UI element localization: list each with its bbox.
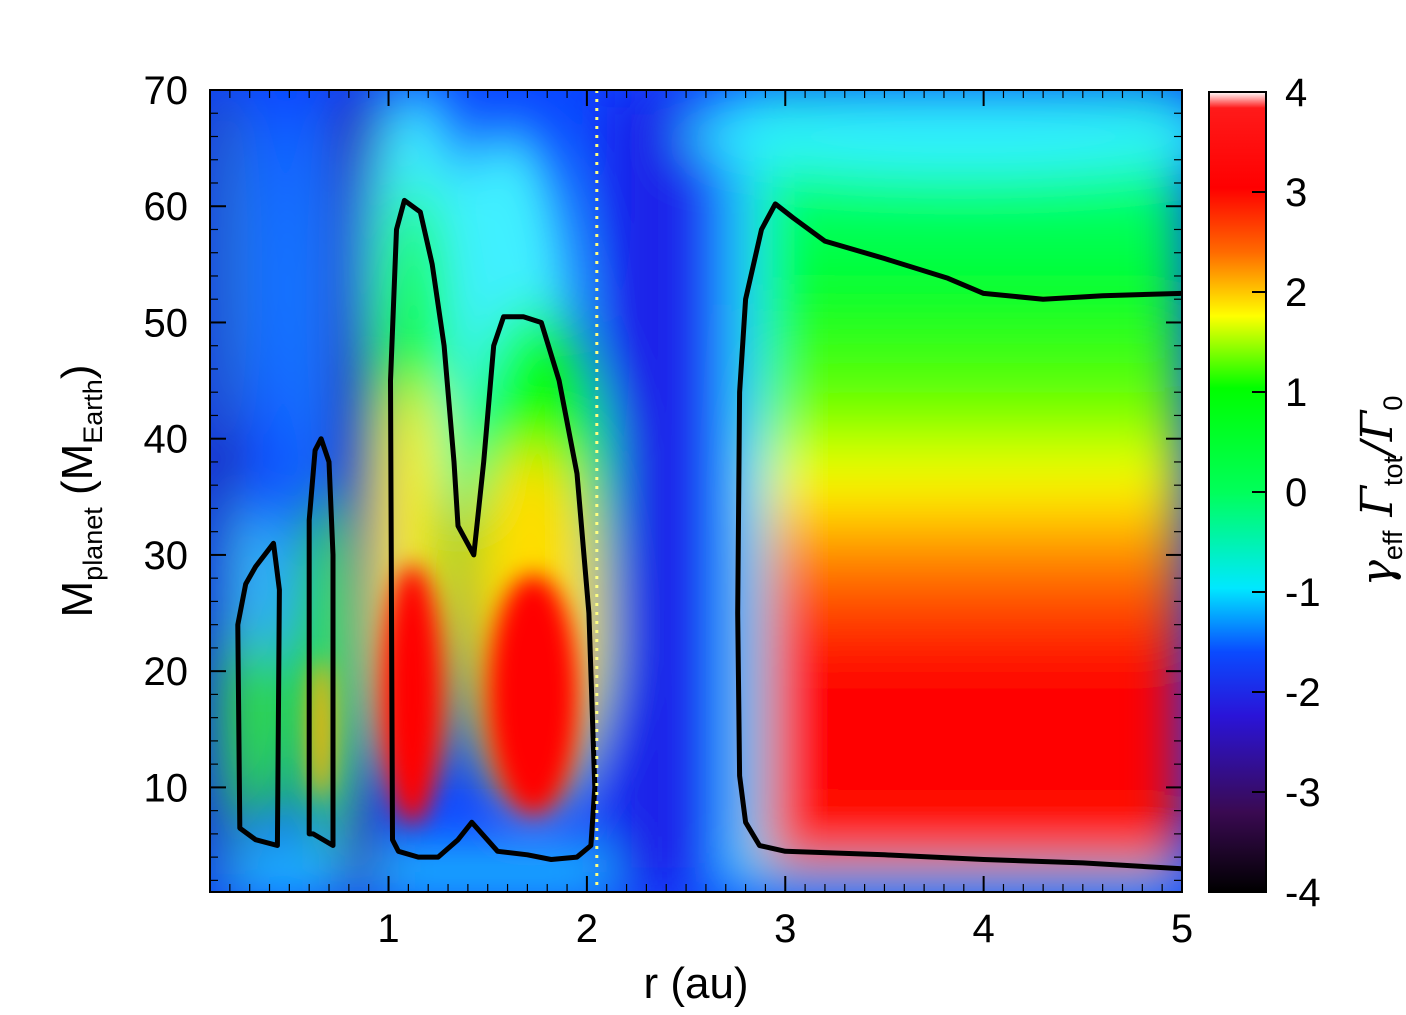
y-axis-title: Mplanet (MEarth) — [53, 365, 108, 618]
heat-outer-region — [749, 90, 1182, 869]
heatmap-field — [210, 90, 1182, 892]
heat-pocket-4-core — [488, 574, 579, 815]
zero-contour-outer — [735, 201, 1182, 872]
heat-left-purple — [217, 90, 230, 892]
y-tick-label: 30 — [144, 534, 189, 578]
colorbar-tick-label: 2 — [1285, 271, 1307, 315]
colorbar-tick-label: -3 — [1285, 771, 1321, 815]
y-tick-label: 40 — [144, 418, 189, 462]
heat-pocket-2-core — [309, 659, 334, 800]
zero-contours — [235, 197, 1182, 872]
heat-pocket-1-top — [239, 498, 280, 659]
colorbar-tick-label: -1 — [1285, 571, 1321, 615]
colorbar-tick-label: 1 — [1285, 371, 1307, 415]
heat-streak-1 — [229, 94, 254, 435]
y-axis: 10 20 30 40 50 60 70 — [144, 69, 1182, 810]
x-tick-label: 5 — [1171, 907, 1193, 951]
x-tick-label: 2 — [576, 907, 598, 951]
x-tick-label: 3 — [774, 907, 796, 951]
zero-contour-3 — [388, 197, 598, 862]
y-tick-label: 70 — [144, 69, 189, 113]
colorbar-tick-label: -2 — [1285, 671, 1321, 715]
heatmap-cores — [309, 564, 579, 825]
heat-outer-edge — [729, 90, 766, 869]
y-tick-label: 20 — [144, 650, 189, 694]
x-axis: 1 2 3 4 5 — [377, 90, 1193, 951]
x-tick-label: 4 — [973, 907, 995, 951]
heat-streak-2 — [287, 99, 312, 500]
colorbar-title: γeff Γtot/Γ0 — [1352, 396, 1406, 587]
zero-contour-1 — [235, 540, 282, 848]
x-tick-label: 1 — [377, 907, 399, 951]
heat-blue-band-2 — [696, 90, 726, 892]
zero-contour-2 — [306, 436, 336, 848]
x-axis-title: r (au) — [643, 959, 748, 1008]
plot-frame — [209, 89, 1183, 893]
colorbar-tick-label: -4 — [1285, 871, 1321, 915]
colorbar-tick-label: 3 — [1285, 171, 1307, 215]
colorbar-axis: 4 3 2 1 0 -1 -2 -3 -4 — [1252, 71, 1321, 915]
y-tick-label: 10 — [144, 766, 189, 810]
y-tick-label: 60 — [144, 185, 189, 229]
colorbar-tick-label: 0 — [1285, 471, 1307, 515]
heat-outer-top — [683, 96, 1182, 177]
y-tick-label: 50 — [144, 301, 189, 345]
heat-left-edge — [210, 90, 218, 892]
heat-blue-band — [606, 90, 706, 892]
heat-pocket-3-core — [382, 564, 443, 825]
colorbar-tick-label: 4 — [1285, 71, 1307, 115]
